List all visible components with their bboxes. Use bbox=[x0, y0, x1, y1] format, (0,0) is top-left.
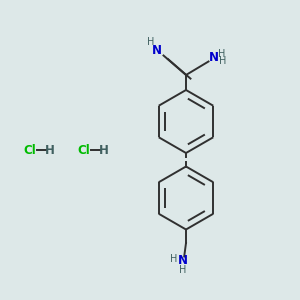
Text: H: H bbox=[99, 143, 109, 157]
Text: N: N bbox=[152, 44, 162, 57]
Text: Cl: Cl bbox=[24, 143, 36, 157]
Text: H: H bbox=[170, 254, 178, 264]
Text: H: H bbox=[45, 143, 55, 157]
Text: H: H bbox=[147, 37, 155, 47]
Text: Cl: Cl bbox=[78, 143, 90, 157]
Text: H: H bbox=[179, 265, 187, 275]
Text: N: N bbox=[209, 51, 219, 64]
Text: H: H bbox=[218, 49, 225, 59]
Text: N: N bbox=[178, 254, 188, 268]
Text: H: H bbox=[219, 56, 226, 66]
